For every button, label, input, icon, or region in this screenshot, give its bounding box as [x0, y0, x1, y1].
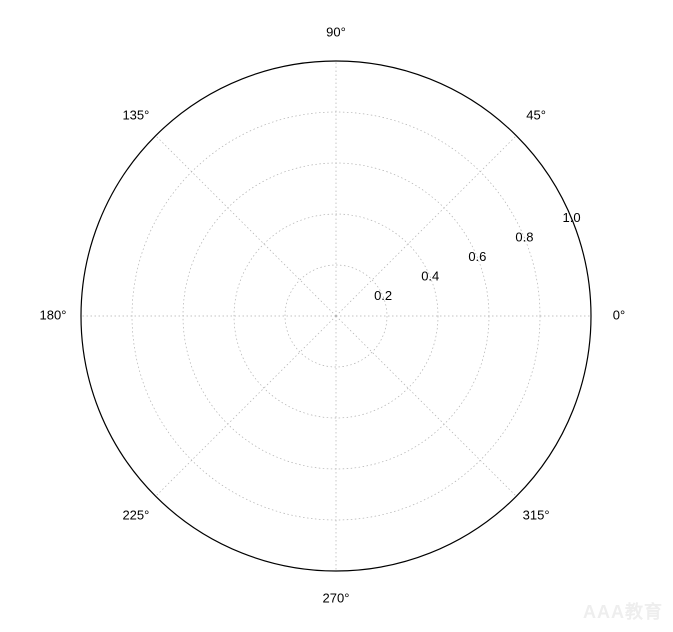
angle-label: 45° — [526, 107, 546, 122]
radial-label: 0.6 — [468, 249, 486, 264]
angle-label: 180° — [40, 307, 67, 322]
angle-label: 0° — [613, 307, 625, 322]
watermark: AAA教育 — [583, 598, 663, 624]
angular-grid-spoke — [156, 136, 336, 316]
polar-svg: 0° 45° 90° 135° 180° 225° 270° 315° 0.2 0.4 0.6 0.8… — [0, 0, 673, 632]
angular-grid-spoke — [336, 316, 516, 496]
polar-chart: 0° 45° 90° 135° 180° 225° 270° 315° 0.2 0.4 0.6 0.8… — [0, 0, 673, 632]
angle-label: 225° — [122, 508, 149, 523]
angular-grid-spoke — [336, 136, 516, 316]
angle-label: 315° — [523, 508, 550, 523]
radial-label: 0.4 — [421, 268, 439, 283]
radial-label: 1.0 — [563, 210, 581, 225]
angle-label: 135° — [122, 107, 149, 122]
radial-label: 0.8 — [515, 229, 533, 244]
angle-label: 270° — [323, 590, 350, 605]
angle-label: 90° — [326, 24, 346, 39]
angular-grid-spoke — [156, 316, 336, 496]
radial-label: 0.2 — [374, 288, 392, 303]
